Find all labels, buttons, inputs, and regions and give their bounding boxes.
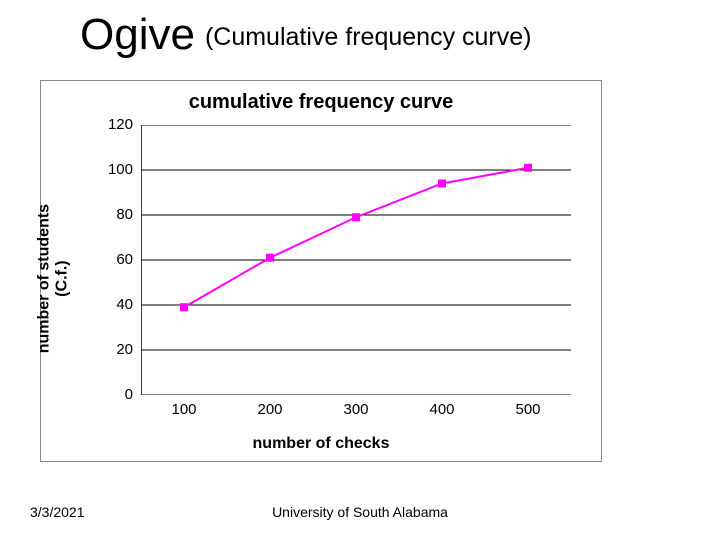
slide: Ogive (Cumulative frequency curve) cumul… bbox=[0, 0, 720, 540]
footer-institution: University of South Alabama bbox=[0, 504, 720, 520]
series-marker bbox=[266, 254, 274, 262]
y-axis-label-line1: number of students bbox=[35, 204, 52, 353]
y-tick-label: 60 bbox=[103, 251, 133, 268]
x-tick-label: 400 bbox=[422, 401, 462, 418]
series-marker bbox=[180, 303, 188, 311]
x-tick-label: 100 bbox=[164, 401, 204, 418]
series-marker bbox=[438, 180, 446, 188]
y-tick-label: 0 bbox=[103, 386, 133, 403]
x-axis-label: number of checks bbox=[41, 435, 601, 453]
y-tick-label: 100 bbox=[103, 161, 133, 178]
slide-title-row: Ogive (Cumulative frequency curve) bbox=[80, 10, 680, 70]
series-marker bbox=[352, 213, 360, 221]
y-tick-label: 120 bbox=[103, 116, 133, 133]
plot-area bbox=[141, 125, 571, 395]
x-tick-label: 200 bbox=[250, 401, 290, 418]
chart-container: cumulative frequency curve number of stu… bbox=[40, 80, 602, 462]
series-marker bbox=[524, 164, 532, 172]
chart-title: cumulative frequency curve bbox=[41, 91, 601, 114]
x-tick-label: 500 bbox=[508, 401, 548, 418]
y-tick-label: 80 bbox=[103, 206, 133, 223]
x-tick-label: 300 bbox=[336, 401, 376, 418]
y-axis-label: number of students (C.f.) bbox=[33, 171, 53, 371]
slide-title-sub: (Cumulative frequency curve) bbox=[205, 23, 532, 52]
slide-title-main: Ogive bbox=[80, 10, 195, 60]
y-axis-label-line2: (C.f.) bbox=[53, 260, 70, 296]
y-tick-label: 20 bbox=[103, 341, 133, 358]
y-tick-label: 40 bbox=[103, 296, 133, 313]
series-line bbox=[184, 168, 528, 308]
